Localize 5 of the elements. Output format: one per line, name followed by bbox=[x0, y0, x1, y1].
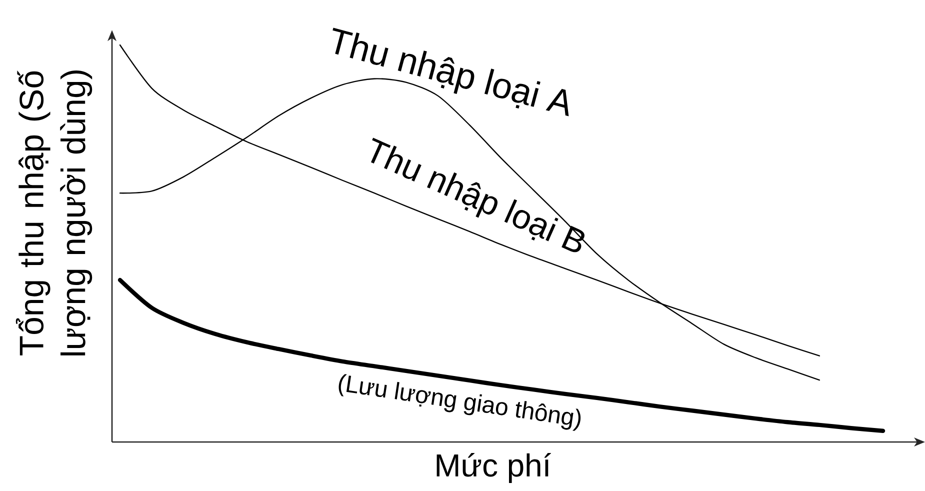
text: Thu nhập loại B bbox=[370, 138, 585, 252]
y-axis-title: Tổng thu nhập (Số lượng người dùng) bbox=[16, 70, 92, 356]
text: Thu nhập loại A bbox=[332, 28, 569, 116]
text: (Lưu lượng giao thông) bbox=[338, 374, 581, 431]
x-axis-title: Mức phí bbox=[436, 452, 552, 484]
